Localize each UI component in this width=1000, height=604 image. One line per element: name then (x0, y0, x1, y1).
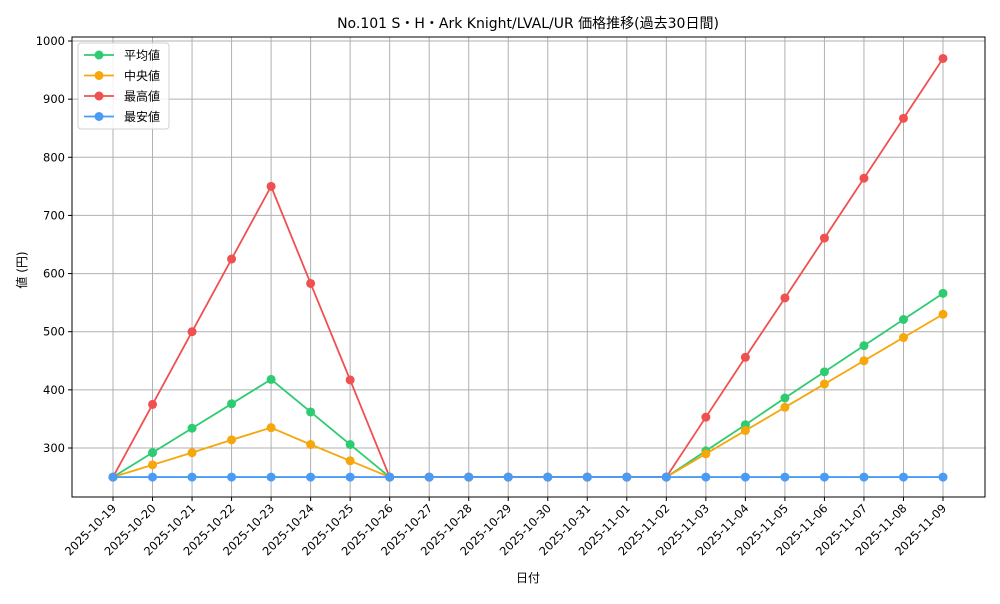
data-point (859, 356, 869, 366)
data-point (385, 472, 395, 482)
data-point (898, 315, 908, 325)
data-point (306, 407, 316, 417)
plot-frame (71, 36, 986, 498)
data-point (819, 379, 829, 389)
data-point (503, 472, 513, 482)
series-3 (108, 472, 948, 482)
data-point (701, 472, 711, 482)
data-point (780, 402, 790, 412)
data-point (306, 440, 316, 450)
data-point (780, 293, 790, 303)
data-point (345, 472, 355, 482)
data-point (227, 472, 237, 482)
series-line (112, 57, 944, 478)
data-point (938, 472, 948, 482)
data-point (859, 472, 869, 482)
data-point (464, 472, 474, 482)
legend-label: 最高値 (124, 89, 160, 104)
data-point (227, 435, 237, 445)
data-point (859, 173, 869, 183)
data-point (938, 288, 948, 298)
data-point (306, 472, 316, 482)
y-tick-label: 500 (43, 325, 65, 339)
data-point (266, 374, 276, 384)
y-axis-label: 値 (円) (14, 251, 29, 288)
data-point (938, 309, 948, 319)
legend-box (77, 42, 170, 130)
y-tick-label: 400 (43, 383, 65, 397)
data-point (819, 367, 829, 377)
data-point (108, 472, 118, 482)
data-point (661, 472, 671, 482)
data-point (938, 53, 948, 63)
y-tick-label: 800 (43, 150, 65, 164)
data-point (701, 412, 711, 422)
data-point (345, 375, 355, 385)
y-tick-label: 900 (43, 92, 65, 106)
x-axis-ticks: 2025-10-192025-10-202025-10-212025-10-22… (62, 497, 949, 558)
data-point (424, 472, 434, 482)
series-1 (108, 309, 948, 482)
series-lines (108, 53, 948, 482)
data-point (740, 426, 750, 436)
data-point (266, 181, 276, 191)
data-point (266, 472, 276, 482)
data-point (148, 448, 158, 458)
y-tick-label: 300 (43, 441, 65, 455)
legend-swatch-marker (94, 91, 104, 101)
legend-swatch-marker (94, 71, 104, 80)
data-point (148, 460, 158, 470)
data-point (582, 472, 592, 482)
data-point (819, 233, 829, 243)
data-point (819, 472, 829, 482)
data-point (740, 472, 750, 482)
series-2 (108, 53, 948, 482)
data-point (898, 333, 908, 343)
data-point (148, 399, 158, 409)
data-point (187, 472, 197, 482)
data-point (345, 456, 355, 466)
series-line (112, 292, 944, 478)
x-axis-label: 日付 (516, 571, 540, 585)
data-point (622, 472, 632, 482)
data-point (780, 472, 790, 482)
data-point (780, 393, 790, 403)
data-point (543, 472, 553, 482)
legend-label: 平均値 (124, 48, 160, 63)
data-point (740, 352, 750, 362)
grid-lines (72, 37, 985, 497)
data-point (227, 399, 237, 409)
y-axis-ticks: 300 400 500 600 700 800 900 1000 (36, 34, 72, 455)
data-point (266, 423, 276, 433)
legend-swatch-marker (94, 112, 104, 121)
data-point (898, 472, 908, 482)
y-tick-label: 600 (43, 267, 65, 281)
legend-swatch-marker (94, 50, 104, 60)
data-point (306, 278, 316, 288)
series-line (112, 313, 944, 478)
chart-title: No.101 S・H・Ark Knight/LVAL/UR 価格推移(過去30日… (337, 16, 719, 32)
data-point (701, 449, 711, 459)
data-point (345, 440, 355, 450)
data-point (187, 327, 197, 337)
data-point (898, 113, 908, 123)
legend-label: 中央値 (124, 68, 160, 83)
data-point (227, 254, 237, 264)
data-point (859, 341, 869, 351)
data-point (187, 423, 197, 433)
data-point (187, 448, 197, 458)
y-tick-label: 700 (43, 208, 65, 222)
y-tick-label: 1000 (36, 34, 65, 48)
legend-label: 最安値 (124, 109, 160, 124)
data-point (148, 472, 158, 482)
